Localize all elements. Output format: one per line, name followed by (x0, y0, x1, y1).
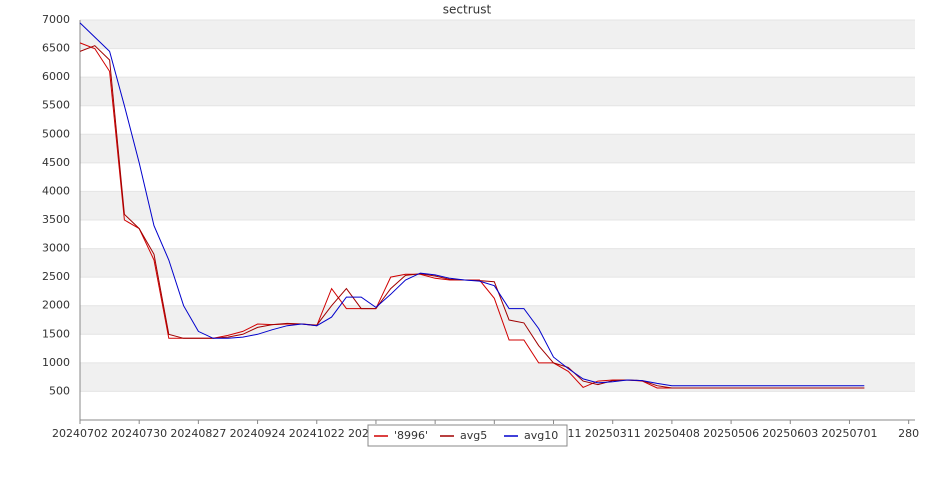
grid-band (80, 191, 915, 220)
x-tick-label: 20240730 (111, 427, 167, 440)
x-tick-label: 20241022 (289, 427, 345, 440)
y-tick-label: 3500 (42, 213, 70, 226)
x-tick-label: 280 (898, 427, 919, 440)
y-tick-label: 2500 (42, 270, 70, 283)
legend-label: avg5 (460, 429, 487, 442)
y-tick-label: 5000 (42, 127, 70, 140)
y-tick-label: 500 (49, 384, 70, 397)
y-tick-label: 4000 (42, 184, 70, 197)
x-tick-label: 20250311 (585, 427, 641, 440)
x-tick-label: 20240924 (230, 427, 286, 440)
x-tick-label: 20240827 (170, 427, 226, 440)
data-line (79, 22, 865, 387)
x-tick-label: 20250603 (762, 427, 818, 440)
grid-band (80, 20, 915, 49)
legend: '8996' avg5 avg10 (367, 424, 568, 447)
y-tick-label: 2000 (42, 299, 70, 312)
chart-title: sectrust (443, 3, 492, 17)
y-tick-label: 1500 (42, 327, 70, 340)
grid-band (80, 362, 915, 392)
x-tick-label: 20250506 (703, 427, 759, 440)
legend-label: '8996' (394, 429, 428, 442)
legend-label: avg10 (524, 429, 558, 442)
y-tick-label: 5500 (42, 99, 70, 112)
x-tick-label: 20250408 (644, 427, 700, 440)
y-tick-label: 7000 (42, 13, 70, 26)
x-tick-label: 20250701 (821, 427, 877, 440)
legend-box (367, 424, 568, 447)
x-tick-label: 20240702 (52, 427, 108, 440)
y-tick-label: 6000 (42, 70, 70, 83)
grid-band (80, 77, 915, 106)
y-tick-label: 6500 (42, 42, 70, 55)
grid-band (80, 305, 915, 335)
grid-band (80, 134, 915, 163)
y-tick-label: 4500 (42, 156, 70, 169)
grid-band (80, 248, 915, 278)
y-tick-label: 1000 (42, 356, 70, 369)
y-tick-label: 3000 (42, 242, 70, 255)
